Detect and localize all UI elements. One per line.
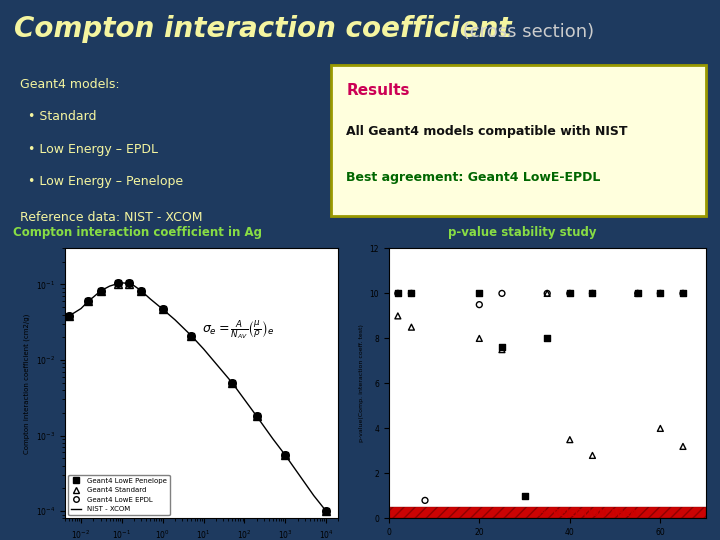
Point <box>541 289 553 298</box>
Point <box>541 334 553 343</box>
Point <box>496 346 508 354</box>
Point <box>405 289 417 298</box>
Y-axis label: Compton interaction coefficient (cm2/g): Compton interaction coefficient (cm2/g) <box>24 313 30 454</box>
Point <box>564 435 575 444</box>
Point <box>419 496 431 505</box>
Point <box>519 491 531 500</box>
Point <box>678 289 689 298</box>
Point <box>678 442 689 451</box>
Point <box>474 334 485 343</box>
Text: $\sigma_e = \frac{A}{N_{AV}}\left(\frac{\mu}{\rho}\right)_e$: $\sigma_e = \frac{A}{N_{AV}}\left(\frac{… <box>202 319 274 341</box>
Text: p-value stability study: p-value stability study <box>448 226 596 239</box>
Point <box>564 289 575 298</box>
Text: Best agreement: Geant4 LowE-EPDL: Best agreement: Geant4 LowE-EPDL <box>346 171 600 184</box>
Text: • Low Energy – EPDL: • Low Energy – EPDL <box>20 143 158 156</box>
Point <box>405 289 417 298</box>
Point <box>392 289 404 298</box>
Point <box>654 289 666 298</box>
Point <box>587 289 598 298</box>
Point <box>587 451 598 460</box>
Text: Geant4 models:: Geant4 models: <box>20 78 120 91</box>
Legend: Geant4 LowE Penelope, Geant4 Standard, Geant4 LowE EPDL, NIST - XCOM: Geant4 LowE Penelope, Geant4 Standard, G… <box>68 475 170 515</box>
Point <box>632 289 644 298</box>
Point <box>587 289 598 298</box>
Point <box>541 289 553 298</box>
Point <box>632 289 644 298</box>
Text: • Low Energy – Penelope: • Low Energy – Penelope <box>20 175 183 188</box>
Text: Results: Results <box>346 83 410 98</box>
Point <box>678 289 689 298</box>
Point <box>496 289 508 298</box>
Point <box>405 323 417 332</box>
Text: (cross section): (cross section) <box>457 23 594 42</box>
Point <box>474 289 485 298</box>
Point <box>654 424 666 433</box>
Point <box>392 289 404 298</box>
Bar <box>389 507 706 518</box>
Point <box>496 343 508 352</box>
Point <box>632 289 644 298</box>
Point <box>474 300 485 309</box>
Text: $H_0$ REJECTION AREA: $H_0$ REJECTION AREA <box>538 507 638 520</box>
Point <box>564 289 575 298</box>
Text: Compton interaction coefficient in Ag: Compton interaction coefficient in Ag <box>13 226 262 239</box>
Point <box>654 289 666 298</box>
Text: All Geant4 models compatible with NIST: All Geant4 models compatible with NIST <box>346 125 628 138</box>
Text: Reference data: NIST - XCOM: Reference data: NIST - XCOM <box>20 211 202 224</box>
Point <box>392 312 404 320</box>
Text: Compton interaction coefficient: Compton interaction coefficient <box>14 15 512 43</box>
Y-axis label: p-value(Comp. interaction coeff. test): p-value(Comp. interaction coeff. test) <box>359 325 364 442</box>
Text: • Standard: • Standard <box>20 110 96 123</box>
